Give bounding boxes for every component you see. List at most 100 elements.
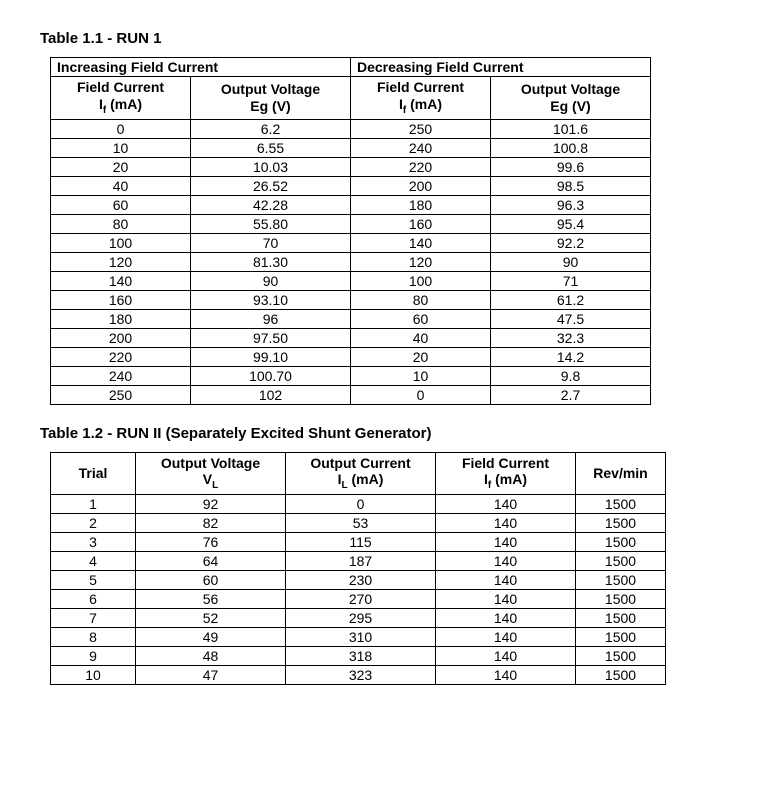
table2: Trial Output Voltage VL Output Current I… <box>50 452 666 686</box>
header-label: Output Current <box>310 455 410 471</box>
table-cell: 61.2 <box>491 290 651 309</box>
table-cell: 90 <box>191 271 351 290</box>
header-unit: If (mA) <box>442 471 569 492</box>
table-cell: 55.80 <box>191 214 351 233</box>
table-cell: 82 <box>136 514 286 533</box>
table-cell: 180 <box>351 195 491 214</box>
table-cell: 92 <box>136 495 286 514</box>
table-cell: 64 <box>136 552 286 571</box>
table-cell: 92.2 <box>491 233 651 252</box>
table-cell: 47 <box>136 666 286 685</box>
table-cell: 140 <box>436 552 576 571</box>
table-row: 4026.5220098.5 <box>51 176 651 195</box>
table-cell: 318 <box>286 647 436 666</box>
table1-dec-fc-header: Field Current If (mA) <box>351 77 491 120</box>
table-cell: 52 <box>136 609 286 628</box>
table-cell: 53 <box>286 514 436 533</box>
table-cell: 81.30 <box>191 252 351 271</box>
table-cell: 140 <box>436 495 576 514</box>
table-cell: 1500 <box>576 514 666 533</box>
table-cell: 9 <box>51 647 136 666</box>
table-row: 2010.0322099.6 <box>51 157 651 176</box>
header-unit: Eg (V) <box>497 98 644 115</box>
table-cell: 1500 <box>576 666 666 685</box>
table-cell: 80 <box>51 214 191 233</box>
header-label: Output Voltage <box>161 455 260 471</box>
table-cell: 1500 <box>576 628 666 647</box>
table-cell: 10 <box>51 138 191 157</box>
header-unit: VL <box>142 471 279 492</box>
table-cell: 1500 <box>576 533 666 552</box>
header-label: Field Current <box>462 455 549 471</box>
table1-inc-fc-header: Field Current If (mA) <box>51 77 191 120</box>
table-cell: 1500 <box>576 609 666 628</box>
table-cell: 1500 <box>576 647 666 666</box>
table-row: 180966047.5 <box>51 309 651 328</box>
table-cell: 9.8 <box>491 366 651 385</box>
table-cell: 10 <box>351 366 491 385</box>
table2-rev-header: Rev/min <box>576 452 666 495</box>
table-cell: 90 <box>491 252 651 271</box>
table-cell: 250 <box>51 385 191 404</box>
table-cell: 101.6 <box>491 119 651 138</box>
table-cell: 32.3 <box>491 328 651 347</box>
table2-header-row: Trial Output Voltage VL Output Current I… <box>51 452 666 495</box>
table-cell: 80 <box>351 290 491 309</box>
header-unit: If (mA) <box>357 96 484 117</box>
table-cell: 2.7 <box>491 385 651 404</box>
table-cell: 99.10 <box>191 347 351 366</box>
table-row: 10473231401500 <box>51 666 666 685</box>
table-cell: 20 <box>351 347 491 366</box>
table-row: 8493101401500 <box>51 628 666 647</box>
table-cell: 115 <box>286 533 436 552</box>
table-row: 9483181401500 <box>51 647 666 666</box>
table-row: 12081.3012090 <box>51 252 651 271</box>
table-cell: 7 <box>51 609 136 628</box>
header-label: Field Current <box>77 79 164 95</box>
table-cell: 220 <box>51 347 191 366</box>
table-cell: 220 <box>351 157 491 176</box>
table2-trial-header: Trial <box>51 452 136 495</box>
header-unit: If (mA) <box>57 96 184 117</box>
table-cell: 102 <box>191 385 351 404</box>
table-cell: 200 <box>51 328 191 347</box>
table-cell: 60 <box>351 309 491 328</box>
table-cell: 1500 <box>576 495 666 514</box>
table-cell: 8 <box>51 628 136 647</box>
header-label: Field Current <box>377 79 464 95</box>
table-cell: 5 <box>51 571 136 590</box>
table1-sub-header-row: Field Current If (mA) Output Voltage Eg … <box>51 77 651 120</box>
table-cell: 98.5 <box>491 176 651 195</box>
table-cell: 40 <box>351 328 491 347</box>
table-cell: 140 <box>436 590 576 609</box>
table-cell: 250 <box>351 119 491 138</box>
table-cell: 93.10 <box>191 290 351 309</box>
table-row: 282531401500 <box>51 514 666 533</box>
table-cell: 0 <box>351 385 491 404</box>
table-row: 06.2250101.6 <box>51 119 651 138</box>
table-cell: 100.8 <box>491 138 651 157</box>
table-cell: 71 <box>491 271 651 290</box>
table-cell: 295 <box>286 609 436 628</box>
table-row: 7522951401500 <box>51 609 666 628</box>
table-cell: 100 <box>351 271 491 290</box>
table-cell: 6.2 <box>191 119 351 138</box>
table-cell: 3 <box>51 533 136 552</box>
table-cell: 6 <box>51 590 136 609</box>
table-row: 19201401500 <box>51 495 666 514</box>
table-cell: 120 <box>51 252 191 271</box>
table-cell: 47.5 <box>491 309 651 328</box>
table1: Increasing Field Current Decreasing Fiel… <box>50 57 651 405</box>
table-cell: 187 <box>286 552 436 571</box>
table-cell: 160 <box>351 214 491 233</box>
table-cell: 270 <box>286 590 436 609</box>
table-cell: 0 <box>51 119 191 138</box>
table-cell: 1500 <box>576 552 666 571</box>
table-row: 4641871401500 <box>51 552 666 571</box>
table-cell: 60 <box>136 571 286 590</box>
table-cell: 140 <box>51 271 191 290</box>
table-cell: 2 <box>51 514 136 533</box>
table-cell: 323 <box>286 666 436 685</box>
table-cell: 100 <box>51 233 191 252</box>
table-row: 6562701401500 <box>51 590 666 609</box>
